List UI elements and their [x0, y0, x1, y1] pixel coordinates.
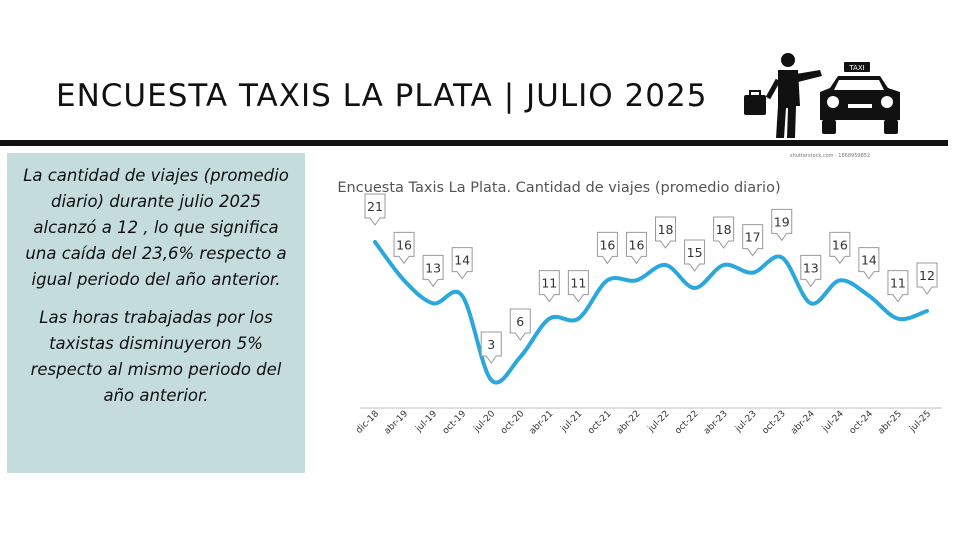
x-tick-label: jul-21: [559, 409, 585, 435]
data-label-callout: [742, 224, 764, 257]
logo-watermark: shutterstock.com · 1868959852: [790, 153, 871, 159]
data-label: 19: [774, 214, 790, 229]
summary-paragraph-hours: Las horas trabajadas por los taxistas di…: [30, 308, 282, 405]
x-tick-label: oct-19: [441, 409, 469, 437]
x-tick-label: abr-25: [876, 409, 904, 437]
data-label-callout: [393, 231, 415, 265]
data-label-callout: [451, 247, 473, 280]
data-label: 6: [516, 314, 524, 329]
data-label-callout: [538, 270, 560, 303]
x-tick-label: oct-23: [761, 409, 788, 436]
data-label: 16: [629, 237, 645, 252]
data-label: 13: [803, 260, 819, 275]
x-tick-label: jul-25: [907, 409, 933, 435]
x-tick-label: oct-22: [673, 409, 700, 436]
data-label-callout: [858, 247, 880, 280]
data-label: 16: [599, 237, 615, 252]
data-label-callout: [655, 216, 677, 249]
data-label-callout: [771, 208, 793, 242]
header-divider: [0, 140, 948, 146]
data-label: 18: [658, 222, 674, 237]
x-tick-label: abr-24: [789, 409, 817, 437]
data-label-callout: [887, 270, 909, 303]
chart-title: Encuesta Taxis La Plata. Cantidad de via…: [337, 180, 780, 196]
data-label-callout: [713, 216, 735, 249]
data-label: 11: [541, 276, 557, 291]
x-tick-label: jul-19: [413, 409, 439, 435]
data-label-callout: [916, 262, 938, 295]
x-tick-label: oct-21: [586, 409, 613, 436]
taxi-logo-icon: TAXI: [744, 53, 900, 138]
data-label: 11: [570, 276, 586, 291]
data-label-callout: [567, 270, 589, 303]
page-title: ENCUESTA TAXIS LA PLATA | JULIO 2025: [56, 78, 708, 114]
data-label: 3: [487, 337, 495, 352]
data-label: 21: [367, 199, 383, 214]
data-label-callout: [800, 254, 822, 288]
x-tick-label: oct-24: [848, 409, 876, 437]
data-label: 14: [454, 253, 470, 268]
data-label: 12: [919, 268, 935, 283]
data-label-callout: [509, 308, 531, 341]
x-tick-label: jul-20: [472, 409, 498, 435]
data-label-callout: [480, 331, 502, 364]
x-tick-label: jul-22: [646, 409, 672, 435]
data-label-callout: [829, 231, 851, 265]
data-label: 14: [861, 253, 877, 268]
data-label-callout: [596, 231, 618, 265]
x-tick-label: abr-21: [528, 409, 556, 437]
x-tick-label: abr-22: [615, 409, 643, 437]
trips-line-chart: Encuesta Taxis La Plata. Cantidad de via…: [337, 180, 942, 437]
x-tick-label: oct-20: [499, 409, 527, 437]
data-label: 18: [716, 222, 732, 237]
data-label: 16: [396, 237, 412, 252]
data-label: 15: [687, 245, 703, 260]
x-tick-label: dic-18: [354, 409, 381, 436]
summary-paragraph-trips: La cantidad de viajes (promedio diario) …: [23, 166, 289, 289]
data-label: 17: [745, 230, 761, 245]
data-label-callout: [364, 193, 386, 226]
x-tick-label: abr-23: [702, 409, 730, 437]
data-label: 11: [890, 276, 906, 291]
data-label: 16: [832, 237, 848, 252]
taxi-sign-label: TAXI: [848, 64, 864, 72]
x-tick-label: abr-19: [383, 409, 411, 437]
series-line: [373, 240, 929, 385]
summary-panel: La cantidad de viajes (promedio diario) …: [7, 153, 305, 473]
x-tick-label: jul-23: [733, 409, 759, 435]
data-label-callout: [684, 239, 706, 272]
x-tick-label: jul-24: [820, 409, 846, 435]
data-label-callout: [625, 231, 647, 265]
data-label: 13: [425, 260, 441, 275]
data-label-callout: [422, 254, 444, 288]
